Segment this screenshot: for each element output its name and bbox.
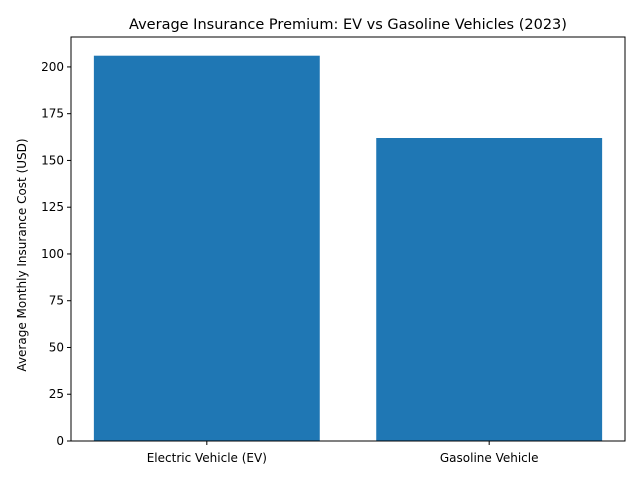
bar bbox=[93, 55, 320, 441]
y-axis-label: Average Monthly Insurance Cost (USD) bbox=[15, 138, 29, 371]
y-tick-label: 125 bbox=[41, 200, 64, 214]
y-tick-label: 200 bbox=[41, 60, 64, 74]
x-tick-label: Electric Vehicle (EV) bbox=[147, 451, 267, 465]
plot-frame bbox=[70, 36, 626, 442]
y-tick-label: 100 bbox=[41, 247, 64, 261]
y-tick-label: 75 bbox=[49, 294, 64, 308]
chart-title: Average Insurance Premium: EV vs Gasolin… bbox=[129, 17, 567, 33]
bar bbox=[376, 138, 603, 441]
plot-area: Electric Vehicle (EV) Gasoline Vehicle 0 25… bbox=[41, 36, 626, 465]
y-tick-label: 50 bbox=[49, 340, 64, 354]
y-tick-label: 150 bbox=[41, 153, 64, 167]
y-tick-label: 175 bbox=[41, 107, 64, 121]
x-tick-label: Gasoline Vehicle bbox=[440, 451, 539, 465]
y-tick-label: 25 bbox=[49, 387, 64, 401]
y-tick-label: 0 bbox=[56, 434, 64, 448]
